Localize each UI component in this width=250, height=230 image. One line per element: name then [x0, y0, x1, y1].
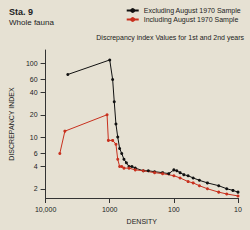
- svg-text:10: 10: [30, 134, 38, 141]
- svg-text:Sta. 9: Sta. 9: [9, 7, 33, 17]
- svg-text:2: 2: [34, 185, 38, 192]
- svg-text:Excluding August 1970 Sample: Excluding August 1970 Sample: [144, 7, 241, 15]
- svg-text:Including August 1970 Sample: Including August 1970 Sample: [144, 16, 239, 24]
- svg-text:20: 20: [30, 111, 38, 118]
- svg-text:DISCREPANCY INDEX: DISCREPANCY INDEX: [8, 87, 15, 161]
- svg-text:60: 60: [30, 76, 38, 83]
- svg-text:Whole fauna: Whole fauna: [9, 18, 54, 27]
- svg-text:4: 4: [34, 163, 38, 170]
- svg-text:10: 10: [234, 206, 242, 213]
- svg-text:100: 100: [168, 206, 180, 213]
- svg-text:10,000: 10,000: [35, 206, 57, 213]
- svg-text:DENSITY: DENSITY: [127, 218, 158, 225]
- svg-text:100: 100: [26, 60, 38, 67]
- svg-text:40: 40: [30, 89, 38, 96]
- svg-text:Discrepancy index Values for 1: Discrepancy index Values for 1st and 2nd…: [96, 34, 244, 42]
- svg-text:1000: 1000: [102, 206, 118, 213]
- svg-text:6: 6: [34, 150, 38, 157]
